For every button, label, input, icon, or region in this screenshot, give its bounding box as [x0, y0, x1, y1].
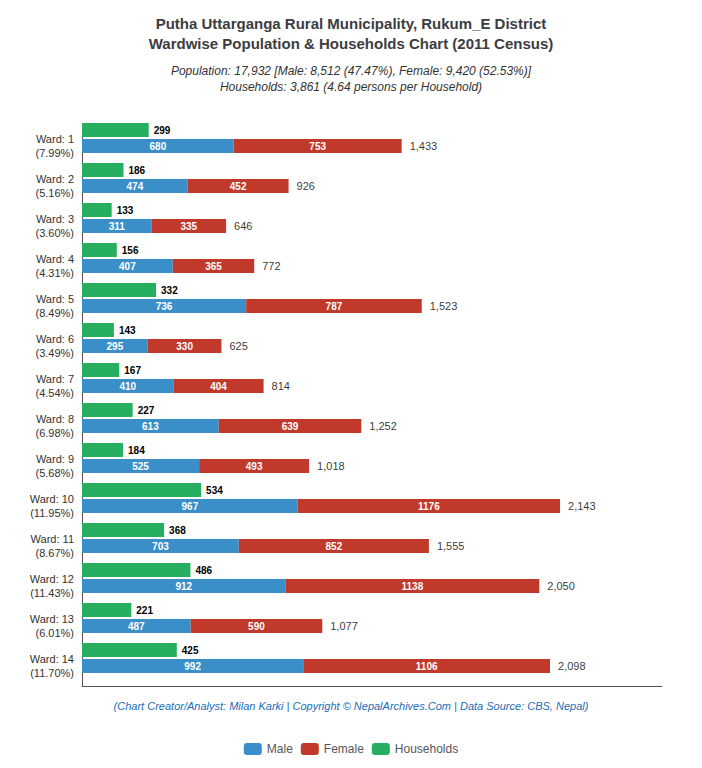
- svg-text:(6.98%): (6.98%): [35, 427, 74, 439]
- svg-text:613: 613: [142, 421, 159, 432]
- svg-text:156: 156: [122, 245, 139, 256]
- svg-text:Female: Female: [324, 742, 364, 756]
- svg-text:184: 184: [128, 445, 145, 456]
- svg-text:474: 474: [127, 181, 144, 192]
- svg-text:2,143: 2,143: [568, 500, 596, 512]
- svg-text:311: 311: [109, 221, 126, 232]
- svg-text:Male: Male: [267, 742, 293, 756]
- svg-text:852: 852: [326, 541, 343, 552]
- svg-text:787: 787: [326, 301, 343, 312]
- svg-text:Wardwise Population & Househol: Wardwise Population & Households Chart (…: [149, 35, 554, 52]
- svg-text:Ward: 2: Ward: 2: [36, 173, 74, 185]
- svg-text:Population: 17,932 [Male: 8,51: Population: 17,932 [Male: 8,512 (47.47%)…: [171, 64, 532, 78]
- svg-text:Ward: 7: Ward: 7: [36, 373, 74, 385]
- svg-text:(3.60%): (3.60%): [35, 227, 74, 239]
- svg-text:Households: 3,861 (4.64 person: Households: 3,861 (4.64 persons per Hous…: [220, 80, 482, 94]
- svg-text:425: 425: [182, 645, 199, 656]
- svg-text:487: 487: [128, 621, 145, 632]
- svg-text:Ward: 12: Ward: 12: [30, 573, 74, 585]
- svg-text:1,252: 1,252: [369, 420, 397, 432]
- svg-text:Ward: 10: Ward: 10: [30, 493, 74, 505]
- svg-text:(7.99%): (7.99%): [35, 147, 74, 159]
- svg-text:639: 639: [282, 421, 299, 432]
- svg-text:335: 335: [180, 221, 197, 232]
- svg-text:143: 143: [119, 325, 136, 336]
- svg-text:227: 227: [138, 405, 155, 416]
- svg-text:772: 772: [262, 260, 280, 272]
- svg-text:299: 299: [154, 125, 171, 136]
- svg-text:(8.67%): (8.67%): [35, 547, 74, 559]
- svg-text:186: 186: [128, 165, 145, 176]
- svg-text:646: 646: [234, 220, 252, 232]
- svg-text:Ward: 13: Ward: 13: [30, 613, 74, 625]
- svg-text:Ward: 6: Ward: 6: [36, 333, 74, 345]
- svg-text:332: 332: [161, 285, 178, 296]
- svg-text:Putha Uttarganga Rural Municip: Putha Uttarganga Rural Municipality, Ruk…: [156, 15, 547, 32]
- svg-text:1,018: 1,018: [317, 460, 345, 472]
- svg-text:Households: Households: [395, 742, 458, 756]
- svg-text:2,050: 2,050: [547, 580, 575, 592]
- svg-text:407: 407: [119, 261, 136, 272]
- svg-text:(4.54%): (4.54%): [35, 387, 74, 399]
- svg-text:452: 452: [230, 181, 247, 192]
- svg-text:1,433: 1,433: [410, 140, 438, 152]
- svg-text:814: 814: [272, 380, 290, 392]
- svg-text:(5.68%): (5.68%): [35, 467, 74, 479]
- svg-text:Ward: 11: Ward: 11: [31, 533, 74, 545]
- svg-text:Ward: 14: Ward: 14: [30, 653, 74, 665]
- svg-text:486: 486: [195, 565, 212, 576]
- svg-text:Ward: 5: Ward: 5: [36, 293, 74, 305]
- svg-text:368: 368: [169, 525, 186, 536]
- svg-text:912: 912: [175, 581, 192, 592]
- svg-text:1,555: 1,555: [437, 540, 465, 552]
- svg-text:1,523: 1,523: [430, 300, 458, 312]
- svg-text:(5.16%): (5.16%): [35, 187, 74, 199]
- svg-text:(Chart Creator/Analyst: Milan: (Chart Creator/Analyst: Milan Karki | Co…: [114, 700, 589, 712]
- svg-text:Ward: 8: Ward: 8: [36, 413, 74, 425]
- svg-text:(3.49%): (3.49%): [35, 347, 74, 359]
- svg-text:590: 590: [248, 621, 265, 632]
- svg-text:Ward: 1: Ward: 1: [36, 133, 74, 145]
- svg-text:410: 410: [119, 381, 136, 392]
- svg-text:404: 404: [210, 381, 227, 392]
- svg-text:(11.43%): (11.43%): [30, 587, 74, 599]
- svg-text:1176: 1176: [418, 501, 440, 512]
- svg-text:2,098: 2,098: [558, 660, 586, 672]
- svg-text:295: 295: [107, 341, 124, 352]
- svg-text:753: 753: [309, 141, 326, 152]
- svg-text:(8.49%): (8.49%): [35, 307, 74, 319]
- svg-text:1,077: 1,077: [330, 620, 358, 632]
- svg-text:(11.95%): (11.95%): [30, 507, 74, 519]
- svg-text:Ward: 3: Ward: 3: [36, 213, 74, 225]
- svg-text:926: 926: [297, 180, 315, 192]
- svg-text:625: 625: [229, 340, 247, 352]
- svg-text:(6.01%): (6.01%): [35, 627, 74, 639]
- svg-text:365: 365: [205, 261, 222, 272]
- svg-text:967: 967: [182, 501, 199, 512]
- svg-text:1138: 1138: [402, 581, 424, 592]
- svg-text:680: 680: [150, 141, 167, 152]
- svg-text:Ward: 4: Ward: 4: [36, 253, 74, 265]
- svg-text:330: 330: [176, 341, 193, 352]
- svg-text:(11.70%): (11.70%): [30, 667, 74, 679]
- svg-text:992: 992: [184, 661, 201, 672]
- svg-text:534: 534: [206, 485, 223, 496]
- svg-text:133: 133: [117, 205, 134, 216]
- svg-text:525: 525: [132, 461, 149, 472]
- svg-text:1106: 1106: [416, 661, 438, 672]
- svg-text:167: 167: [124, 365, 141, 376]
- svg-text:703: 703: [152, 541, 169, 552]
- svg-text:(4.31%): (4.31%): [35, 267, 74, 279]
- svg-text:Ward: 9: Ward: 9: [36, 453, 74, 465]
- svg-text:736: 736: [156, 301, 173, 312]
- svg-text:493: 493: [246, 461, 263, 472]
- svg-text:221: 221: [136, 605, 153, 616]
